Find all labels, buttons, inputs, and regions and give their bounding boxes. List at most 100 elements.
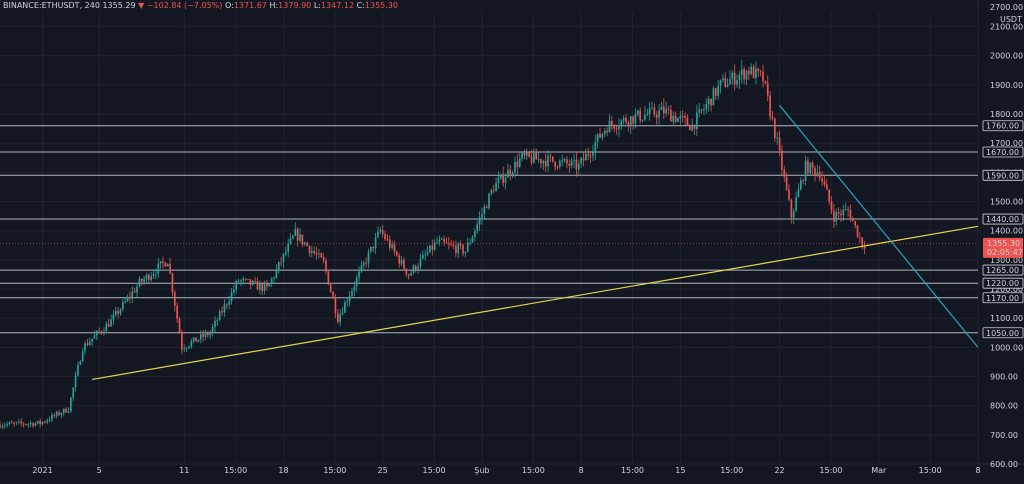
candle-body	[577, 163, 580, 170]
candle-body	[568, 163, 571, 166]
candle-body	[436, 242, 438, 243]
level-label: 1050.00	[986, 329, 1019, 338]
candle-body	[299, 234, 301, 241]
candle-body	[155, 273, 157, 275]
candle-body	[318, 253, 320, 255]
level-label: 1440.00	[986, 215, 1019, 224]
candle-body	[653, 107, 656, 115]
candle-body	[703, 109, 705, 111]
candle-body	[381, 230, 384, 234]
candle-body	[207, 332, 209, 336]
candle-body	[504, 177, 507, 183]
candle-body	[667, 109, 670, 110]
candle-body	[188, 346, 190, 348]
candle-body	[202, 334, 204, 337]
candle-body	[228, 301, 230, 305]
candle-body	[542, 160, 545, 164]
symbol-label[interactable]: BINANCE:ETHUSDT, 240	[3, 1, 100, 10]
level-label: 1220.00	[986, 279, 1019, 288]
candle-body	[764, 81, 767, 84]
candle-body	[698, 109, 701, 113]
candle-body	[199, 334, 202, 340]
candle-body	[301, 234, 304, 245]
candle-body	[391, 244, 393, 248]
candle-body	[776, 137, 779, 139]
candle-body	[655, 114, 658, 118]
level-badge	[982, 277, 1024, 289]
time-tick-label: 15:00	[819, 466, 842, 475]
candle-body	[181, 333, 183, 350]
candle-body	[249, 279, 252, 285]
candle-body	[502, 174, 505, 183]
candle-body	[842, 209, 845, 216]
candle-body	[497, 178, 500, 184]
candle-body	[821, 178, 823, 182]
candle-body	[455, 246, 457, 254]
candle-body	[851, 219, 854, 222]
candle-body	[341, 312, 344, 315]
candle-body	[6, 424, 8, 426]
candle-body	[426, 252, 429, 255]
time-tick-label: 15:00	[323, 466, 346, 475]
candle-body	[587, 153, 590, 156]
grid	[0, 0, 1024, 465]
candle-body	[762, 72, 764, 82]
candle-body	[410, 272, 412, 276]
candle-body	[613, 125, 616, 129]
price-axis[interactable]: 600.00 700.00 800.00 900.00 1000.00 1100.00 12…	[982, 3, 1024, 469]
candle-body	[608, 120, 611, 133]
candle-body	[96, 331, 98, 336]
price-tick-label: 1100.00	[990, 314, 1023, 323]
candle-body	[353, 286, 356, 291]
time-tick-label: 15:00	[919, 466, 942, 475]
candle-body	[811, 162, 814, 168]
candle-body	[275, 269, 278, 278]
candle-body	[752, 66, 755, 79]
price-tick-label: 1700.00	[990, 139, 1023, 148]
candle-body	[492, 190, 495, 192]
candle-body	[686, 117, 689, 126]
price-tick-label: 800.00	[990, 402, 1018, 411]
price-badge-countdown: 02:05:47	[987, 248, 1023, 257]
time-tick-label: 15:00	[720, 466, 743, 475]
candle-body	[660, 106, 663, 111]
candle-body	[374, 237, 377, 249]
candle-body	[150, 276, 153, 280]
price-badge-value: 1355.30	[987, 239, 1020, 248]
candle-body	[348, 296, 351, 302]
level-label: 1265.00	[986, 266, 1019, 275]
candle-body	[367, 251, 370, 264]
candle-body	[259, 283, 261, 290]
time-axis[interactable]: 2021 5 11 15:00 18 15:00 25 15:00 Şub 15:00 8 15:00…	[32, 466, 980, 475]
candle-body	[173, 292, 176, 306]
candle-body	[152, 274, 155, 277]
candle-body	[313, 250, 316, 253]
candle-body	[859, 236, 861, 238]
candle-body	[396, 251, 398, 256]
candle-body	[717, 85, 719, 96]
level-badge	[982, 120, 1024, 132]
candle-body	[507, 169, 509, 178]
candle-body	[736, 80, 738, 85]
candle-body	[263, 284, 266, 292]
candle-body	[190, 341, 193, 347]
candle-body	[119, 309, 122, 314]
candle-body	[247, 278, 249, 280]
candle-body	[261, 283, 264, 292]
candle-body	[270, 278, 273, 284]
candle-body	[223, 304, 226, 313]
candle-body	[450, 243, 453, 245]
candle-body	[457, 244, 460, 254]
candle-body	[790, 199, 793, 218]
candle-body	[766, 83, 769, 96]
candle-body	[27, 423, 30, 425]
trendline-support	[92, 225, 979, 381]
candle-body	[530, 156, 533, 163]
candle-body	[240, 280, 242, 281]
candle-body	[837, 212, 840, 214]
candle-body	[414, 265, 417, 271]
candle-body	[336, 313, 339, 323]
candle-body	[25, 424, 27, 426]
candle-body	[771, 116, 774, 119]
